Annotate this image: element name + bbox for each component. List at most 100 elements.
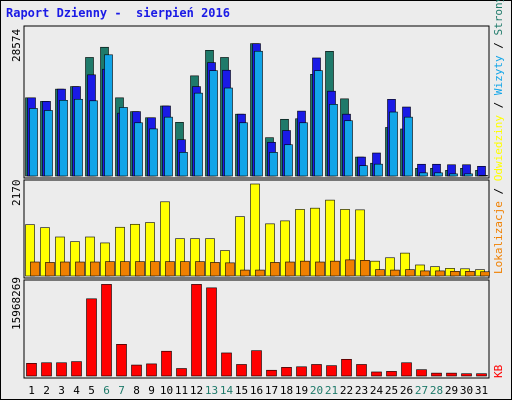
bar-locations-day-19 bbox=[300, 260, 310, 277]
bar-locations-day-23 bbox=[360, 260, 370, 277]
bar-sites-day-6 bbox=[100, 242, 110, 277]
x-tick-label-day-30: 30 bbox=[460, 384, 473, 397]
bar-sites-day-13 bbox=[205, 238, 215, 277]
x-tick-label-day-18: 18 bbox=[280, 384, 293, 397]
bar-sites-day-20 bbox=[310, 207, 320, 277]
bar-sites-day-4 bbox=[70, 241, 80, 277]
x-tick-label-day-15: 15 bbox=[235, 384, 248, 397]
bar-kb-day-15 bbox=[236, 364, 247, 377]
bar-visits-day-28 bbox=[434, 172, 443, 177]
mid-panel-max-label: 2170 bbox=[10, 179, 23, 207]
bar-visits-day-19 bbox=[299, 122, 308, 177]
x-tick-label-day-31: 31 bbox=[475, 384, 488, 397]
bar-visits-day-24 bbox=[374, 163, 383, 177]
bar-sites-day-24 bbox=[370, 260, 380, 277]
bar-kb-day-6 bbox=[101, 284, 112, 377]
bar-visits-day-29 bbox=[449, 173, 458, 177]
bar-locations-day-25 bbox=[390, 269, 400, 277]
bar-locations-day-31 bbox=[480, 271, 490, 277]
bar-visits-day-11 bbox=[179, 152, 188, 177]
bar-visits-day-23 bbox=[359, 165, 368, 177]
x-tick-label-day-29: 29 bbox=[445, 384, 458, 397]
x-tick-label-day-23: 23 bbox=[355, 384, 368, 397]
x-tick-label-day-2: 2 bbox=[43, 384, 50, 397]
bar-locations-day-14 bbox=[225, 262, 235, 277]
legend-kb: KB bbox=[492, 364, 505, 378]
bar-locations-day-28 bbox=[435, 270, 445, 277]
bar-locations-day-11 bbox=[180, 261, 190, 277]
bar-kb-day-21 bbox=[326, 365, 337, 377]
x-tick-label-day-5: 5 bbox=[88, 384, 95, 397]
bar-kb-day-19 bbox=[296, 366, 307, 377]
x-tick-label-day-7: 7 bbox=[118, 384, 125, 397]
top-panel-max-label: 28574 bbox=[10, 28, 23, 62]
bar-visits-day-27 bbox=[419, 172, 428, 177]
bar-kb-day-13 bbox=[206, 287, 217, 377]
bar-kb-day-27 bbox=[416, 369, 427, 377]
bar-sites-day-16 bbox=[250, 183, 260, 277]
bar-kb-day-10 bbox=[161, 350, 172, 377]
bar-kb-day-30 bbox=[461, 373, 472, 377]
x-tick-label-day-16: 16 bbox=[250, 384, 263, 397]
bar-locations-day-16 bbox=[255, 269, 265, 277]
bar-locations-day-8 bbox=[135, 261, 145, 277]
bar-kb-day-29 bbox=[446, 372, 457, 377]
bar-kb-day-9 bbox=[146, 363, 157, 377]
bar-kb-day-14 bbox=[221, 352, 232, 377]
bar-locations-day-17 bbox=[270, 262, 280, 277]
bar-kb-day-31 bbox=[476, 373, 487, 377]
x-tick-label-day-9: 9 bbox=[148, 384, 155, 397]
bar-visits-day-30 bbox=[464, 173, 473, 177]
bar-kb-day-22 bbox=[341, 358, 352, 377]
legend-pages: Strony bbox=[492, 0, 505, 36]
bar-visits-day-8 bbox=[134, 122, 143, 177]
bar-sites-day-18 bbox=[280, 220, 290, 277]
bar-sites-day-17 bbox=[265, 223, 275, 277]
legend-sep-mid: / bbox=[492, 181, 505, 201]
bar-sites-day-21 bbox=[325, 199, 335, 277]
x-tick-label-day-4: 4 bbox=[73, 384, 80, 397]
bot-panel-max-label: 15968269 bbox=[10, 277, 23, 330]
bar-kb-day-8 bbox=[131, 364, 142, 377]
bar-locations-day-15 bbox=[240, 269, 250, 277]
bar-visits-day-26 bbox=[404, 116, 413, 177]
legend-sep-top1: / bbox=[492, 36, 505, 56]
bar-kb-day-11 bbox=[176, 368, 187, 377]
bar-sites-day-12 bbox=[190, 238, 200, 277]
bar-locations-day-4 bbox=[75, 261, 85, 277]
bar-visits-day-13 bbox=[209, 70, 218, 177]
bar-kb-day-7 bbox=[116, 344, 127, 377]
x-tick-label-day-11: 11 bbox=[175, 384, 188, 397]
bar-kb-day-12 bbox=[191, 284, 202, 377]
x-tick-label-day-13: 13 bbox=[205, 384, 218, 397]
bar-kb-day-25 bbox=[386, 371, 397, 377]
x-tick-label-day-24: 24 bbox=[370, 384, 384, 397]
bar-locations-day-29 bbox=[450, 271, 460, 277]
bar-locations-day-13 bbox=[210, 262, 220, 277]
bar-visits-day-2 bbox=[44, 110, 53, 177]
bar-sites-day-8 bbox=[130, 223, 140, 277]
x-tick-label-day-10: 10 bbox=[160, 384, 173, 397]
bar-kb-day-18 bbox=[281, 367, 292, 377]
x-tick-label-day-25: 25 bbox=[385, 384, 398, 397]
x-tick-label-day-26: 26 bbox=[400, 384, 413, 397]
bar-locations-day-22 bbox=[345, 259, 355, 277]
bar-kb-day-16 bbox=[251, 350, 262, 377]
bar-visits-day-1 bbox=[29, 108, 38, 177]
legend-visits: Wizyty bbox=[492, 55, 505, 95]
bar-sites-day-23 bbox=[355, 209, 365, 277]
x-tick-label-day-17: 17 bbox=[265, 384, 278, 397]
bar-sites-day-26 bbox=[400, 252, 410, 277]
bar-kb-day-2 bbox=[41, 362, 52, 377]
bar-visits-day-14 bbox=[224, 87, 233, 177]
bar-locations-day-9 bbox=[150, 261, 160, 277]
bar-locations-day-20 bbox=[315, 261, 325, 277]
bar-kb-day-4 bbox=[71, 361, 82, 377]
bar-kb-day-28 bbox=[431, 372, 442, 377]
bar-locations-day-12 bbox=[195, 261, 205, 277]
bar-visits-day-10 bbox=[164, 116, 173, 177]
bar-locations-day-7 bbox=[120, 261, 130, 277]
bar-locations-day-27 bbox=[420, 270, 430, 277]
bar-locations-day-21 bbox=[330, 260, 340, 277]
